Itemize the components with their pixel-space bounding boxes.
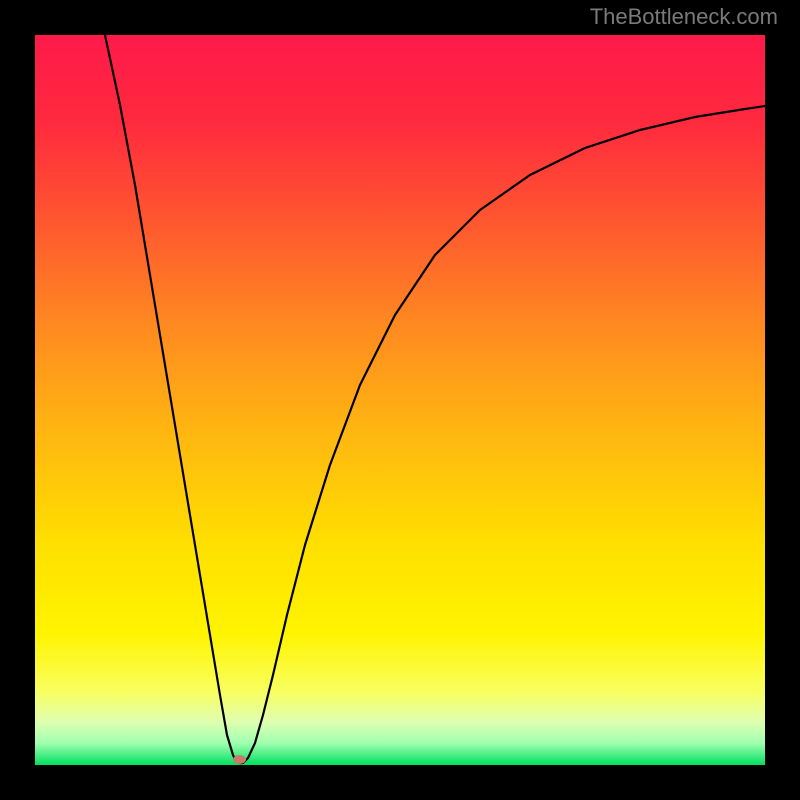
watermark-text: TheBottleneck.com [590, 4, 778, 30]
plot-area [35, 35, 765, 765]
bottleneck-curve [35, 35, 765, 765]
optimum-marker [233, 755, 246, 764]
chart-container: TheBottleneck.com [0, 0, 800, 800]
